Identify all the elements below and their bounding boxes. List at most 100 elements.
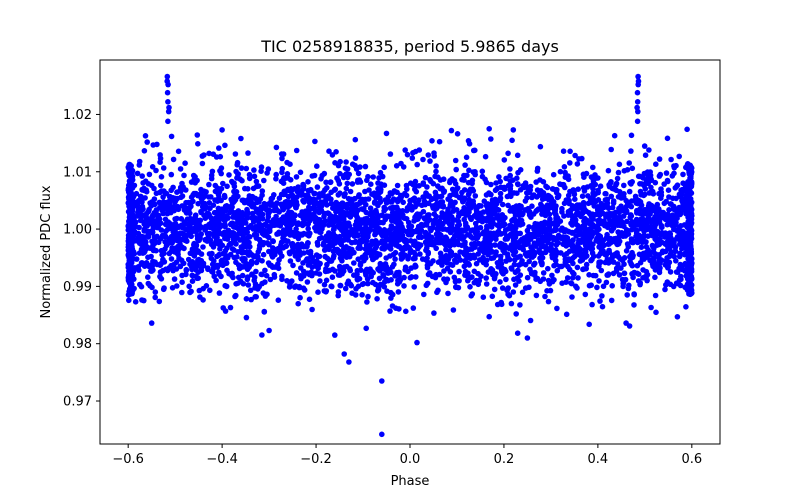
- data-point: [640, 223, 647, 229]
- data-point: [304, 208, 311, 214]
- data-point: [351, 196, 358, 202]
- data-point: [245, 282, 252, 288]
- data-point: [140, 234, 147, 240]
- data-point: [507, 207, 514, 214]
- data-point: [437, 250, 444, 257]
- data-point: [542, 293, 548, 300]
- data-point: [424, 193, 431, 199]
- data-point: [157, 152, 163, 158]
- data-point: [265, 166, 272, 172]
- data-point: [449, 262, 456, 269]
- data-point: [235, 172, 241, 178]
- data-point: [533, 276, 539, 283]
- data-point: [219, 127, 225, 133]
- data-point: [166, 250, 173, 257]
- data-point: [198, 231, 204, 237]
- data-point: [181, 172, 187, 179]
- data-point: [299, 209, 305, 215]
- data-point: [597, 259, 604, 265]
- data-point: [420, 194, 426, 200]
- data-point: [527, 183, 534, 190]
- data-point: [275, 265, 282, 272]
- data-point: [383, 276, 390, 283]
- data-point: [334, 215, 341, 221]
- data-point: [315, 289, 321, 296]
- data-point: [557, 227, 564, 233]
- data-point: [261, 177, 267, 184]
- data-point: [416, 183, 422, 189]
- data-point: [187, 261, 193, 268]
- data-point: [562, 238, 568, 245]
- data-point: [656, 156, 663, 162]
- data-point: [510, 289, 517, 295]
- data-point: [375, 180, 381, 186]
- data-point: [403, 245, 409, 251]
- data-point: [433, 196, 439, 202]
- data-point: [443, 237, 450, 243]
- data-point: [433, 168, 439, 175]
- data-point: [564, 275, 571, 281]
- data-point: [205, 234, 212, 240]
- data-point: [616, 272, 623, 278]
- data-point: [357, 262, 364, 268]
- data-point: [392, 256, 398, 262]
- data-point: [534, 165, 541, 172]
- data-point: [222, 142, 228, 149]
- data-point: [375, 202, 381, 209]
- data-point: [533, 292, 540, 299]
- data-point: [642, 273, 649, 280]
- data-point: [533, 179, 539, 185]
- data-point: [351, 260, 357, 266]
- data-point: [654, 218, 660, 225]
- data-point: [256, 199, 262, 205]
- data-point: [564, 258, 571, 264]
- data-point: [126, 221, 132, 227]
- data-point: [611, 216, 618, 222]
- data-point: [642, 152, 649, 158]
- data-point: [595, 234, 601, 241]
- data-point: [212, 182, 219, 189]
- data-point: [386, 244, 392, 251]
- data-point: [358, 267, 364, 274]
- data-point: [309, 306, 315, 313]
- data-point: [422, 221, 428, 228]
- data-point: [515, 254, 521, 260]
- data-point: [652, 235, 659, 242]
- data-point: [507, 187, 513, 193]
- data-point: [146, 245, 152, 251]
- data-point: [193, 190, 199, 197]
- data-point: [513, 203, 520, 209]
- data-point: [488, 136, 494, 142]
- data-point: [307, 248, 314, 255]
- data-point: [337, 282, 344, 289]
- data-point: [148, 320, 155, 326]
- data-point: [476, 277, 483, 284]
- data-point: [496, 224, 503, 230]
- data-point: [637, 188, 644, 195]
- data-point: [300, 197, 306, 204]
- data-point: [400, 226, 406, 233]
- data-point: [503, 175, 509, 182]
- data-point: [174, 283, 180, 289]
- data-point: [473, 210, 480, 216]
- data-point: [198, 264, 205, 271]
- data-point: [572, 152, 578, 159]
- data-point: [394, 281, 401, 287]
- data-point: [688, 173, 694, 180]
- data-point: [567, 160, 573, 166]
- data-point: [431, 150, 437, 156]
- data-point: [198, 193, 204, 200]
- data-point: [412, 252, 419, 258]
- data-point: [245, 150, 251, 156]
- data-point: [664, 135, 671, 142]
- data-point: [469, 291, 476, 297]
- y-tick-label: 1.02: [63, 108, 92, 123]
- data-point: [596, 278, 602, 284]
- data-point: [596, 263, 602, 270]
- data-point: [473, 260, 480, 267]
- data-point: [394, 189, 400, 196]
- data-point: [304, 256, 311, 262]
- data-point: [513, 311, 519, 317]
- data-point: [244, 206, 250, 213]
- data-point: [339, 258, 345, 264]
